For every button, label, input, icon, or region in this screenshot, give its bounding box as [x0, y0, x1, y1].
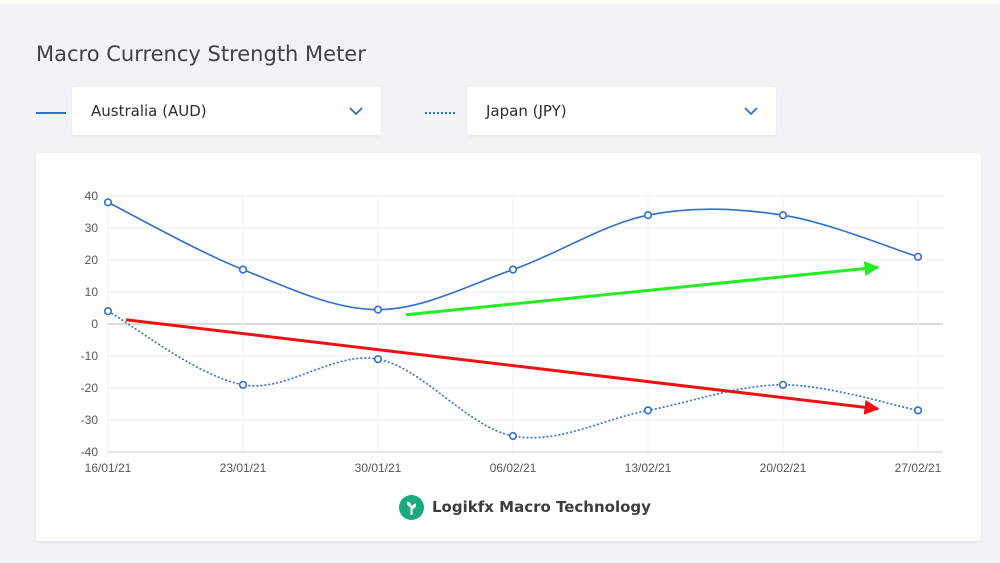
aud-data-point	[103, 198, 113, 207]
brand: Logikfx Macro Technology	[399, 494, 651, 520]
x-tick-label: 06/02/21	[490, 461, 537, 475]
aud-data-point	[508, 265, 518, 274]
x-tick-label: 13/02/21	[625, 461, 672, 475]
green-trend-arrow	[405, 261, 880, 317]
jpy-data-point	[103, 307, 113, 316]
aud-line-legend-swatch	[36, 112, 66, 114]
currency-select-jpy[interactable]: Japan (JPY)	[467, 87, 776, 135]
y-tick-label: -20	[81, 381, 99, 395]
aud-data-point	[373, 305, 383, 314]
currency-select-aud-value: Australia (AUD)	[91, 102, 207, 120]
jpy-data-point	[238, 380, 248, 389]
x-tick-label: 20/02/21	[760, 461, 807, 475]
y-tick-label: 40	[85, 189, 99, 203]
y-tick-label: 20	[85, 253, 99, 267]
jpy-data-point	[508, 431, 518, 441]
jpy-data-point	[643, 406, 653, 415]
top-strip	[0, 0, 1000, 4]
y-tick-label: -30	[81, 413, 99, 427]
y-tick-label: 10	[85, 285, 99, 299]
jpy-data-point	[913, 406, 923, 415]
x-tick-label: 30/01/21	[355, 461, 402, 475]
jpy-series-line	[107, 310, 919, 439]
y-tick-label: -40	[81, 445, 99, 459]
currency-select-aud[interactable]: Australia (AUD)	[72, 87, 381, 135]
y-tick-label: 30	[85, 221, 99, 235]
currency-select-jpy-value: Japan (JPY)	[486, 102, 567, 120]
jpy-data-point	[778, 380, 788, 389]
sprout-logo-icon	[399, 494, 424, 520]
aud-data-point	[643, 211, 653, 220]
jpy-data-point	[373, 355, 383, 364]
x-tick-label: 27/02/21	[895, 461, 942, 475]
chart-card: 40 30 20 10 0 -10 -20 -30 -40 16/01/21 23/01/21 30/…	[36, 153, 981, 541]
aud-data-point	[238, 265, 248, 274]
y-tick-label: 0	[91, 317, 98, 331]
x-tick-label: 23/01/21	[220, 461, 267, 475]
red-trend-arrow	[125, 318, 880, 415]
chevron-down-icon	[744, 107, 758, 116]
aud-data-point	[778, 211, 788, 220]
brand-name: Logikfx Macro Technology	[432, 498, 651, 516]
jpy-line-legend-swatch	[425, 112, 455, 114]
y-tick-label: -10	[81, 349, 99, 363]
page-title: Macro Currency Strength Meter	[36, 42, 366, 66]
x-tick-label: 16/01/21	[85, 461, 132, 475]
chevron-down-icon	[349, 107, 363, 116]
line-chart: 40 30 20 10 0 -10 -20 -30 -40 16/01/21 23/01/21 30/…	[81, 189, 943, 475]
aud-data-point	[913, 252, 923, 261]
